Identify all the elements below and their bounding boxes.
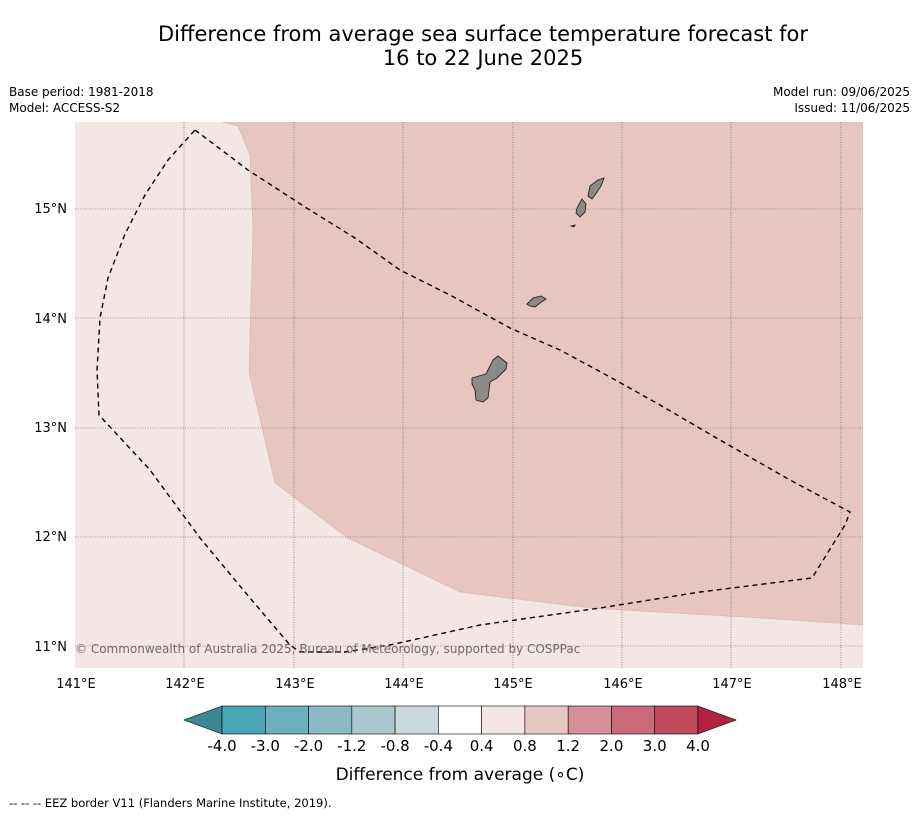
colorbar-tick-label: -0.4 (424, 737, 453, 755)
meta-right: Model run: 09/06/2025 Issued: 11/06/2025 (773, 84, 910, 116)
graticule (75, 122, 863, 668)
colorbar-segment (221, 705, 266, 735)
colorbar-tick-label: -3.0 (251, 737, 280, 755)
colorbar-tick-label: -0.8 (380, 737, 409, 755)
model-run: Model run: 09/06/2025 (772, 85, 910, 99)
issued-date: Issued: 11/06/2025 (794, 101, 910, 115)
lat-tick-label: 14°N (34, 312, 67, 327)
lon-tick-label: 142°E (165, 677, 205, 692)
colorbar-tick-label: 3.0 (643, 737, 667, 755)
island-aguijan (569, 224, 576, 228)
colorbar-extend-low (183, 705, 223, 735)
colorbar-tick-label: 0.4 (470, 737, 494, 755)
lat-tick-label: 15°N (34, 202, 67, 217)
map-title: Difference from average sea surface temp… (0, 22, 919, 70)
anomaly-field (75, 122, 863, 668)
colorbar-segment (438, 705, 482, 735)
title-line-2: 16 to 22 June 2025 (382, 46, 584, 70)
meta-left: Base period: 1981-2018 Model: ACCESS-S2 (9, 84, 154, 116)
colorbar-tick-label: 2.0 (600, 737, 624, 755)
island-guam (471, 355, 508, 403)
lon-tick-label: 148°E (822, 677, 862, 692)
island-saipan (587, 177, 605, 200)
colorbar-segment (524, 705, 569, 735)
lon-tick-label: 143°E (275, 677, 315, 692)
colorbar-tick-label: 0.8 (513, 737, 537, 755)
lon-tick-label: 147°E (712, 677, 752, 692)
colorbar-tick-labels: -4.0 -3.0 -2.0 -1.2 -0.8 -0.4 0.4 0.8 1.2 2.0 3.0 4… (207, 737, 710, 755)
lat-ticks: 15°N 14°N 13°N 12°N 11°N (34, 202, 67, 655)
lon-tick-label: 146°E (603, 677, 643, 692)
colorbar-extend-high (697, 705, 737, 735)
colorbar-segment (264, 705, 309, 735)
lat-tick-label: 11°N (34, 640, 67, 655)
colorbar-tick-label: -4.0 (207, 737, 236, 755)
lat-tick-label: 12°N (34, 530, 67, 545)
colorbar (183, 705, 737, 735)
lon-tick-label: 144°E (384, 677, 424, 692)
anomaly-region-high (221, 122, 863, 626)
colorbar-tick-label: -2.0 (294, 737, 323, 755)
lon-tick-label: 145°E (493, 677, 533, 692)
colorbar-title: Difference from average (∘C) (336, 765, 585, 785)
colorbar-tick-label: 1.2 (556, 737, 580, 755)
colorbar-segment (394, 705, 439, 735)
colorbar-segment (567, 705, 612, 735)
island-rota (526, 295, 547, 308)
island-tinian (575, 198, 587, 218)
colorbar-segment (481, 705, 526, 735)
lon-ticks: 141°E 142°E 143°E 144°E 145°E 146°E 147°… (56, 677, 862, 692)
colorbar-tick-label: 4.0 (686, 737, 710, 755)
copyright-text: © Commonwealth of Australia 2025, Bureau… (75, 642, 580, 656)
lat-tick-label: 13°N (34, 421, 67, 436)
lon-tick-label: 141°E (56, 677, 96, 692)
colorbar-segment (308, 705, 353, 735)
model-name: Model: ACCESS-S2 (9, 101, 121, 115)
colorbar-segment (351, 705, 396, 735)
eez-border (96, 129, 851, 653)
base-period: Base period: 1981-2018 (9, 85, 154, 99)
eez-footnote: -- -- -- EEZ border V11 (Flanders Marine… (9, 796, 332, 810)
colorbar-segment (611, 705, 656, 735)
colorbar-segment (654, 705, 699, 735)
title-line-1: Difference from average sea surface temp… (158, 22, 808, 46)
islands (471, 177, 605, 403)
colorbar-tick-label: -1.2 (337, 737, 366, 755)
